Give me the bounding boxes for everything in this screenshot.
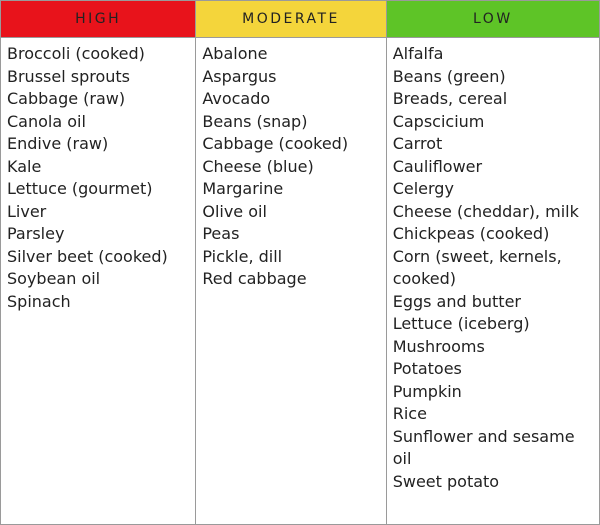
food-item: Peas [202, 224, 240, 243]
food-item: Celergy [392, 179, 454, 198]
food-item: Cabbage (raw) [7, 89, 126, 108]
food-item: Red cabbage [202, 269, 307, 288]
column-header: MODERATE [196, 1, 386, 38]
food-item: Alfalfa [392, 44, 444, 63]
food-item: Capscicium [392, 111, 485, 131]
food-item: Eggs and butter [392, 291, 521, 311]
food-item: Cauliflower [392, 156, 483, 176]
item-list: Abalone Aspargus Avocado Beans (snap) Cabbag… [196, 38, 385, 291]
food-item: Liver [7, 201, 47, 221]
food-item: Carrot [392, 134, 443, 153]
food-item: Corn (sweet, kernels, cooked) [392, 246, 562, 289]
food-item: Margarine [202, 179, 284, 198]
food-item: Cabbage (cooked) [202, 134, 349, 153]
column-header: HIGH [1, 1, 196, 38]
food-item: Breads, cereal [392, 89, 508, 108]
food-item: Mushrooms [392, 336, 485, 356]
food-item: Endive (raw) [7, 134, 109, 153]
food-item: Chickpeas (cooked) [392, 224, 550, 243]
food-item: Avocado [202, 89, 271, 108]
food-item: Rice [392, 404, 427, 423]
food-item: Parsley [7, 224, 65, 243]
food-item: Brussel sprouts [7, 66, 130, 86]
food-item: Spinach [7, 291, 71, 311]
food-item: Sweet potato [392, 471, 500, 491]
food-item: Silver beet (cooked) [7, 246, 168, 266]
food-item: Abalone [202, 44, 268, 63]
item-list: Alfalfa Beans (green) Breads, cereal Capsci… [387, 38, 599, 493]
column: MODERATE Abalone Aspargus Avocado Beans (sna… [196, 1, 387, 524]
food-item: Broccoli (cooked) [7, 44, 145, 63]
food-item: Beans (green) [392, 66, 506, 86]
column-header: LOW [386, 1, 599, 38]
column: LOW Alfalfa Beans (green) Breads, cereal Cap… [386, 1, 599, 524]
food-item: Kale [7, 156, 42, 176]
food-item: Olive oil [202, 201, 267, 221]
food-item: Aspargus [202, 66, 277, 86]
food-item: Canola oil [7, 111, 86, 131]
food-item: Potatoes [392, 359, 462, 378]
food-item: Sunflower and sesame oil [392, 426, 575, 469]
food-item: Beans (snap) [202, 111, 308, 131]
food-item: Lettuce (iceberg) [392, 314, 530, 333]
food-item: Pickle, dill [202, 246, 283, 266]
food-item: Lettuce (gourmet) [7, 179, 153, 198]
food-item: Soybean oil [7, 269, 101, 288]
food-item: Cheese (blue) [202, 156, 314, 176]
food-item: Pumpkin [392, 381, 462, 401]
food-item: Cheese (cheddar), milk [392, 201, 579, 221]
column: HIGH Broccoli (cooked) Brussel sprouts Cabb… [1, 1, 197, 524]
item-list: Broccoli (cooked) Brussel sprouts Cabbage … [1, 38, 195, 313]
